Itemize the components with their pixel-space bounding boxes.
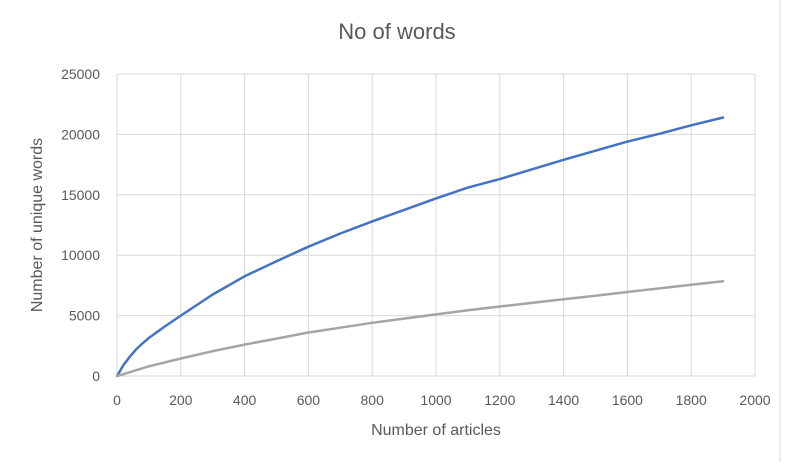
- x-tick-label: 600: [297, 392, 321, 408]
- x-tick-label: 2000: [739, 392, 770, 408]
- chart-title: No of words: [338, 19, 455, 44]
- x-tick-label: 1200: [484, 392, 515, 408]
- tick-labels: 0 200 400 600 800 1000 1200 1400 1600 1800 2000050…: [61, 66, 771, 408]
- x-tick-label: 1600: [612, 392, 643, 408]
- x-tick-label: 200: [169, 392, 193, 408]
- series-lines: [115, 116, 725, 378]
- y-tick-label: 20000: [61, 126, 100, 142]
- y-tick-label: 25000: [61, 66, 100, 82]
- y-tick-label: 5000: [69, 308, 100, 324]
- y-tick-label: 0: [92, 368, 100, 384]
- x-axis-title: Number of articles: [371, 422, 501, 439]
- y-axis-title: Number of unique words: [29, 138, 46, 312]
- y-tick-label: 15000: [61, 187, 100, 203]
- x-tick-label: 0: [113, 392, 121, 408]
- y-tick-label: 10000: [61, 247, 100, 263]
- series-line-2: [115, 279, 725, 378]
- series-line-1: [115, 116, 725, 378]
- x-tick-label: 800: [361, 392, 385, 408]
- x-tick-label: 1800: [676, 392, 707, 408]
- x-tick-label: 400: [233, 392, 257, 408]
- gridlines: [116, 73, 756, 377]
- x-tick-label: 1400: [548, 392, 579, 408]
- x-tick-label: 1000: [420, 392, 451, 408]
